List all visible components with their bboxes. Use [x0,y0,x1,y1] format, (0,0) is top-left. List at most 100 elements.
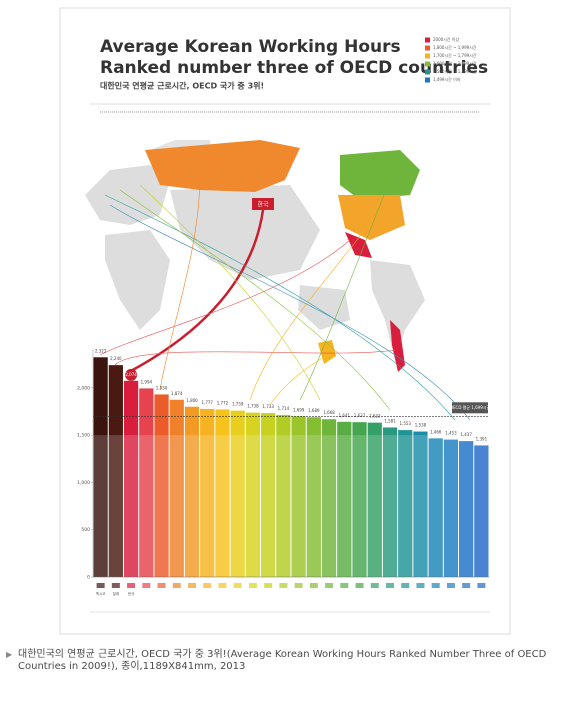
bar-shade [413,435,428,577]
bar-shade [443,435,459,577]
bar [276,414,291,577]
value-label: 1,466 [430,429,442,434]
legend-label: 1,499시간 이하 [433,76,461,82]
bar-shade [276,435,291,577]
bar-shade [352,435,367,577]
value-label: 1,689 [308,408,320,413]
legend-swatch [425,53,430,59]
legend-swatch [425,45,430,51]
y-tick-label: 0 [87,575,90,581]
value-label: 1,994 [141,379,153,384]
flag [370,583,379,588]
bar-shade [230,435,245,577]
flag [233,583,242,588]
flag [309,583,318,588]
flag [279,583,288,588]
bar-shade [459,435,474,577]
bar-shade [261,435,276,577]
flag [386,583,394,588]
legend-swatch [425,77,430,83]
bar-shade [215,435,230,577]
bar-shade [382,435,398,577]
bar-shade [398,435,413,577]
value-label: 1,668 [323,410,335,415]
bar [139,388,154,577]
value-label: 1,930 [156,385,168,390]
average-label: OECD 평균 1,699시간 [450,404,491,410]
legend-swatch [425,61,430,67]
value-label: 1,714 [278,406,290,411]
flag [172,583,181,588]
highlight-marker [125,368,138,381]
flag [416,583,425,588]
bar-shade [337,435,352,577]
y-tick-label: 500 [81,527,90,533]
flag [477,583,486,588]
bar [230,410,245,577]
value-label: 2,240 [110,356,122,361]
flag [188,583,196,588]
legend-label: 1,500시간 ~ 1,599시간 [433,68,477,74]
bar-shade [321,435,337,577]
world-map [85,140,425,372]
flag [340,583,349,588]
value-label: 1,772 [217,400,229,405]
bullet: ▶ [6,650,13,659]
bar [154,394,169,577]
flag [157,583,166,588]
legend-label: 2000시간 이상 [433,36,459,42]
map-label: 한국 [257,202,269,209]
flag [446,583,455,588]
value-label: 1,874 [171,391,183,396]
bar [291,416,306,577]
bar [200,408,215,577]
value-label: 1,437 [460,432,472,437]
bar [367,422,382,577]
value-label: 1,538 [415,423,427,428]
x-tick-label: 한국 [128,591,135,596]
flag [294,583,303,588]
value-label: 1,733 [262,404,274,409]
bar [215,409,230,577]
flag [462,583,471,588]
bar-shade [291,435,306,577]
bar [398,430,413,577]
flag [127,583,136,588]
bar [428,438,443,577]
bar [306,417,321,577]
bar [108,365,123,577]
flag [264,583,273,588]
korean-title: 대한민국 연평균 근로시간, OECD 국가 중 3위! [100,81,264,91]
bar [352,422,367,577]
bar-shade [93,435,108,577]
bar-shade [108,435,123,577]
bar [474,445,489,577]
poster: Average Korean Working Hours Ranked numb… [59,7,511,635]
value-label: 1,632 [369,414,381,419]
flag [325,583,334,588]
bar-shade [245,435,261,577]
connector-lines [99,174,471,421]
flag [401,583,410,588]
bar-shade [306,435,321,577]
caption: 대한민국의 연평균 근로시간, OECD 국가 중 3위!(Average Ko… [18,649,547,672]
bar [321,419,337,577]
value-label: 1,777 [202,400,214,405]
y-tick-label: 1,000 [77,480,90,486]
flag [218,583,227,588]
bar-shade [367,435,382,577]
value-label: 2,074 [125,372,137,377]
bar [93,357,108,577]
bar [382,427,398,577]
average-box [452,402,488,414]
flag [203,583,212,588]
flag [355,583,364,588]
flag [248,583,257,588]
y-tick-label: 2,000 [77,385,90,391]
legend-swatch [425,69,430,75]
value-label: 1,641 [339,413,351,418]
bar [184,406,200,577]
legend-label: 1,800시간 ~ 1,999시간 [433,44,477,50]
bar-shade [200,435,215,577]
